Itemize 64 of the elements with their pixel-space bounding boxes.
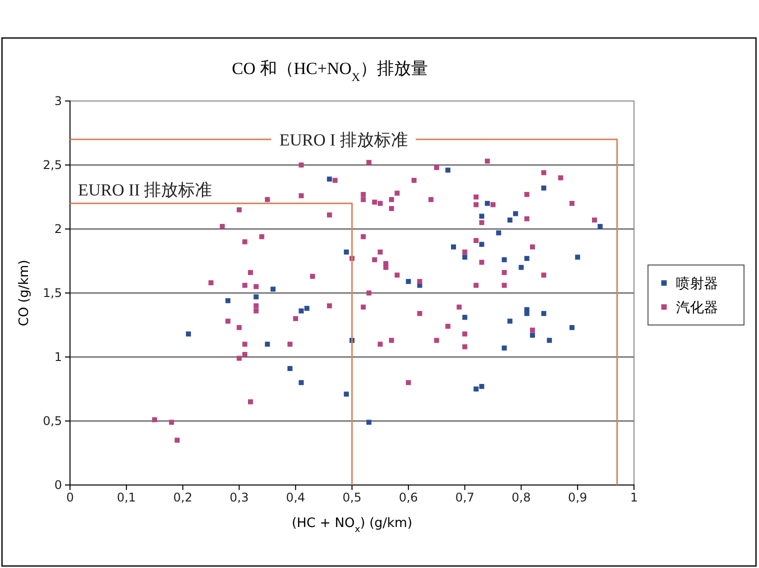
x-tick-label: 0,7 — [455, 490, 474, 505]
y-tick-label: 1,5 — [42, 286, 62, 300]
point — [569, 325, 574, 330]
point — [304, 306, 310, 311]
x-tick-label: 0,3 — [230, 490, 249, 505]
series-label: EURO II 排放标准 — [78, 180, 212, 200]
point — [524, 310, 530, 316]
x-tick-label: 0,1 — [116, 490, 136, 505]
point — [186, 331, 191, 336]
point — [530, 332, 535, 338]
legend-label: 汽化器 — [676, 300, 718, 316]
chart-title: CO 和（HC+NO$_{X}$）排放量 — [232, 59, 428, 84]
x-axis-title: (HC + NO$_{x}$) (g/km) — [292, 516, 412, 535]
point — [225, 298, 230, 304]
point — [598, 224, 603, 229]
point — [507, 218, 512, 223]
y-tick-label: 2,5 — [42, 158, 62, 172]
point — [445, 168, 450, 173]
point — [298, 308, 304, 314]
point — [298, 380, 304, 386]
y-tick-label: 0 — [54, 478, 62, 492]
point — [507, 318, 512, 324]
y-tick-label: 3 — [54, 94, 62, 108]
point — [406, 278, 411, 284]
point — [479, 242, 484, 247]
y-axis-title: CO (g/km) — [17, 260, 32, 326]
x-tick-label: 1 — [630, 490, 638, 505]
x-tick-label: 0,9 — [568, 490, 588, 505]
point — [502, 346, 507, 351]
x-tick-label: 0,2 — [173, 490, 192, 505]
point — [264, 342, 270, 347]
series-label: EURO I 排放标准 — [279, 130, 408, 150]
point — [484, 200, 490, 206]
point — [344, 250, 349, 255]
point — [287, 366, 292, 372]
x-tick-label: 0,4 — [286, 490, 306, 505]
point — [524, 256, 530, 261]
point — [518, 264, 524, 270]
x-tick-label: 0,5 — [342, 490, 362, 505]
point — [451, 244, 456, 250]
point — [326, 176, 332, 182]
x-tick-label: 0 — [66, 490, 74, 505]
point — [344, 392, 349, 397]
point — [462, 254, 468, 260]
point — [254, 294, 259, 300]
point — [270, 286, 276, 292]
point — [479, 214, 484, 219]
y-tick-label: 0,5 — [42, 414, 62, 428]
point — [502, 257, 507, 262]
point — [541, 310, 546, 316]
point — [541, 186, 546, 191]
legend-label: 喷射器 — [676, 276, 718, 292]
point — [513, 211, 518, 216]
y-tick-label: 2 — [54, 222, 62, 236]
point — [366, 420, 372, 425]
point — [479, 384, 484, 389]
y-tick-label: 1 — [54, 350, 62, 364]
point — [462, 314, 468, 320]
x-tick-label: 0,6 — [398, 490, 418, 505]
point — [575, 254, 580, 260]
point — [546, 338, 552, 343]
point — [496, 230, 502, 236]
x-tick-label: 0,8 — [512, 490, 531, 505]
point — [474, 386, 479, 392]
